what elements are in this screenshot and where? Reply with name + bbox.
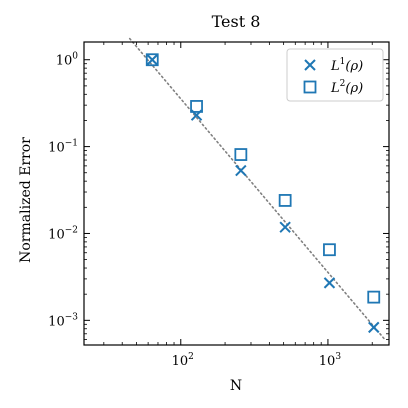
- l2-point: [190, 100, 203, 113]
- l2-point: [145, 53, 159, 67]
- legend-label: L1(ρ): [330, 57, 363, 74]
- x-tick-label: 102: [172, 352, 194, 369]
- x-tick-label: 103: [319, 352, 342, 369]
- l1-point: [323, 277, 336, 289]
- axis-ticks: 102 103 100 10−1 10−2 10−3: [48, 42, 389, 369]
- legend-marker: [304, 59, 316, 71]
- plot-frame: [83, 41, 390, 346]
- y-tick-label: 10−2: [48, 225, 78, 242]
- y-tick-label: 100: [56, 52, 79, 69]
- l2-point: [278, 194, 292, 207]
- l2-point: [234, 148, 248, 161]
- l1-point: [146, 54, 158, 66]
- x-stroke: [323, 277, 336, 289]
- l1-point: [235, 164, 247, 177]
- x-stroke: [146, 54, 158, 66]
- y-tick-label: 10−3: [48, 312, 78, 329]
- x-axis-label: N: [230, 378, 242, 394]
- x-stroke: [368, 321, 380, 334]
- x-stroke: [304, 59, 316, 71]
- legend-box: [286, 48, 384, 102]
- l2-point: [323, 243, 336, 257]
- legend-label: L2(ρ): [330, 79, 363, 96]
- data-marks: [145, 53, 381, 334]
- legend-marker: [303, 80, 317, 94]
- x-stroke: [279, 221, 291, 233]
- l1-point: [279, 221, 291, 233]
- legend: L1(ρ) L2(ρ): [286, 48, 384, 102]
- x-stroke: [235, 164, 247, 177]
- y-axis-label: Normalized Error: [18, 137, 34, 263]
- chart-title: Test 8: [212, 12, 261, 31]
- l2-point: [367, 290, 381, 304]
- y-tick-label: 10−1: [48, 139, 78, 156]
- l1-point: [368, 321, 380, 334]
